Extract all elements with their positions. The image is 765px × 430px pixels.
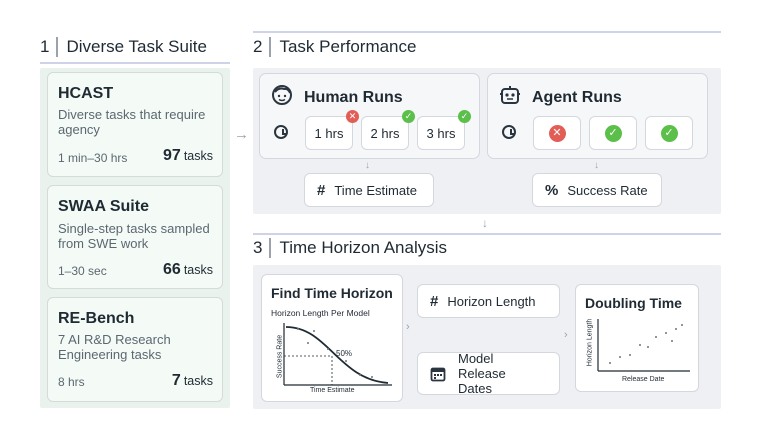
find-horizon-ylabel: Success Rate [276,334,284,379]
find-horizon-xlabel: Time Estimate [310,387,355,394]
human-runs-title: Human Runs [304,89,403,106]
section3-heading: 3 Time Horizon Analysis [253,238,447,258]
model-release-label: Model Release Dates [458,351,506,396]
flow-arrow-right: → [234,126,249,143]
section1-heading: 1 Diverse Task Suite [40,37,207,57]
time-estimate-box: # Time Estimate [304,173,434,207]
scatter-trend-chart [597,319,690,372]
logistic-curve-chart [283,323,392,386]
task-count: 7 tasks [171,372,213,389]
task-count: 97 tasks [163,147,213,164]
human-run-pill: 3 hrs [417,116,465,150]
section3-title: Time Horizon Analysis [279,238,448,257]
find-time-horizon-card: Find Time Horizon Horizon Length Per Mod… [261,274,403,402]
find-horizon-title: Find Time Horizon [271,285,393,301]
success-icon: ✓ [604,124,622,142]
task-name: HCAST [58,85,114,102]
task-card-rebench: RE-Bench 7 AI R&D Research Engineering t… [47,297,223,402]
flow-arrow-down: ↓ [482,216,488,230]
percent-icon: % [545,181,559,199]
section3-underline [253,233,721,235]
success-icon: ✓ [458,110,471,123]
heading-divider [269,238,272,258]
human-runs-box: Human Runs 1 hrs ✕ 2 hrs ✓ 3 hrs ✓ [259,73,480,159]
task-duration: 1 min–30 hrs [58,151,128,165]
section1-title: Diverse Task Suite [66,37,207,56]
flow-arrow-down: ↓ [365,160,370,171]
fail-icon: ✕ [346,110,359,123]
robot-icon [500,86,520,104]
horizon-length-box: # Horizon Length [417,284,560,318]
doubling-time-xlabel: Release Date [622,376,665,383]
human-run-pill: 2 hrs [361,116,409,150]
task-duration: 1–30 sec [58,264,107,278]
doubling-time-title: Doubling Time [585,295,682,311]
human-face-icon [272,85,292,105]
agent-run-pill: ✓ [589,116,637,150]
task-count: 66 tasks [163,261,213,278]
task-name: SWAA Suite [58,198,149,215]
doubling-time-ylabel: Horizon Length [586,318,594,367]
success-rate-box: % Success Rate [532,173,662,207]
doubling-time-card: Doubling Time Horizon Length Release Dat… [575,284,699,392]
success-rate-label: Success Rate [567,182,648,198]
task-duration: 8 hrs [58,375,85,389]
task-card-hcast: HCAST Diverse tasks that require agency … [47,72,223,177]
heading-divider [56,37,59,57]
time-estimate-label: Time Estimate [334,182,417,198]
task-description: 7 AI R&D Research Engineering tasks [58,332,171,362]
section2-title: Task Performance [279,37,417,56]
agent-run-pill: ✓ [645,116,693,150]
section1-underline [40,62,230,64]
section2-underline [253,31,721,33]
heading-divider [269,37,272,57]
task-name: RE-Bench [58,310,135,327]
section2-heading: 2 Task Performance [253,37,416,57]
section2-number: 2 [253,37,263,56]
find-horizon-subtitle: Horizon Length Per Model [271,308,370,318]
task-description: Diverse tasks that require agency [58,107,206,137]
agent-run-pill: ✕ [533,116,581,150]
model-release-dates-box: Model Release Dates [417,351,560,396]
flow-arrow-down: ↓ [594,160,599,171]
section1-number: 1 [40,37,50,56]
clock-icon [274,125,288,139]
flow-arrow-right: › [406,321,410,333]
success-icon: ✓ [660,124,678,142]
human-run-pill: 1 hrs [305,116,353,150]
clock-icon [502,125,516,139]
task-card-swaa: SWAA Suite Single-step tasks sampled fro… [47,185,223,289]
agent-runs-box: Agent Runs ✕ ✓ ✓ [487,73,708,159]
hash-icon: # [430,292,439,310]
flow-arrow-right: › [564,329,568,341]
agent-runs-title: Agent Runs [532,89,622,106]
fail-icon: ✕ [548,124,566,142]
success-icon: ✓ [402,110,415,123]
task-description: Single-step tasks sampled from SWE work [58,221,210,251]
calendar-icon [430,367,446,381]
find-horizon-marker: 50% [336,349,353,358]
hash-icon: # [317,181,326,199]
section3-number: 3 [253,238,263,257]
horizon-length-label: Horizon Length [447,293,536,309]
